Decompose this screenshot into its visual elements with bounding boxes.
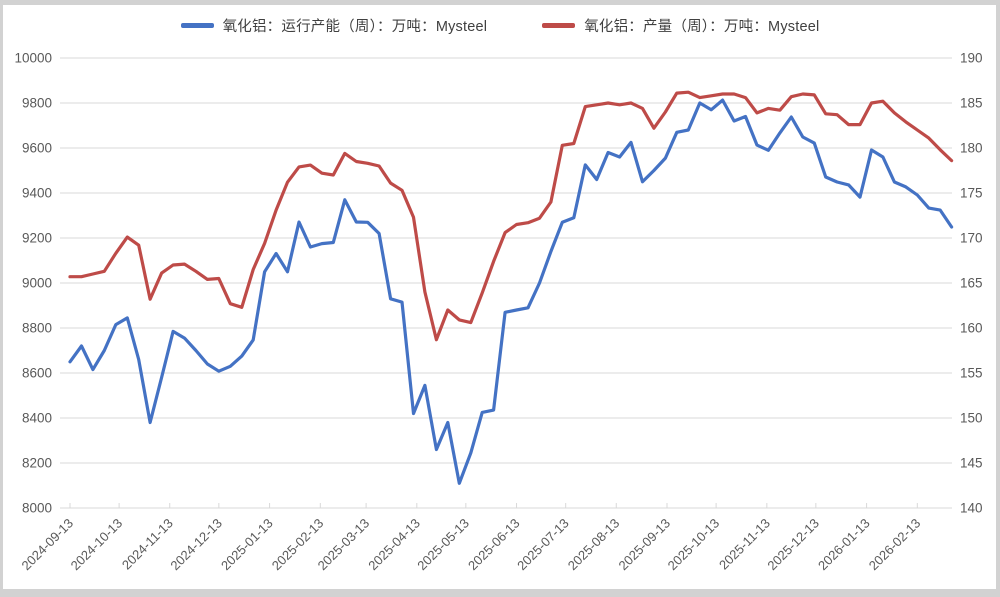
svg-text:2025-08-13: 2025-08-13 bbox=[565, 516, 623, 574]
svg-text:2025-07-13: 2025-07-13 bbox=[514, 516, 572, 574]
x-axis-labels: 2024-09-132024-10-132024-11-132024-12-13… bbox=[18, 516, 923, 574]
svg-text:170: 170 bbox=[960, 231, 983, 246]
svg-text:2025-06-13: 2025-06-13 bbox=[465, 516, 523, 574]
svg-text:9400: 9400 bbox=[22, 186, 52, 201]
svg-text:10000: 10000 bbox=[14, 51, 52, 66]
svg-text:8000: 8000 bbox=[22, 501, 52, 516]
svg-text:8200: 8200 bbox=[22, 456, 52, 471]
svg-text:8400: 8400 bbox=[22, 411, 52, 426]
svg-text:155: 155 bbox=[960, 366, 983, 381]
capacity-line bbox=[68, 98, 954, 485]
svg-text:185: 185 bbox=[960, 96, 983, 111]
svg-text:140: 140 bbox=[960, 501, 983, 516]
svg-text:2025-10-13: 2025-10-13 bbox=[665, 516, 723, 574]
svg-text:8600: 8600 bbox=[22, 366, 52, 381]
svg-text:150: 150 bbox=[960, 411, 983, 426]
legend-item-capacity: 氧化铝：运行产能（周）：万吨：Mysteel bbox=[180, 15, 488, 36]
legend-label-production: 氧化铝：产量（周）：万吨：Mysteel bbox=[584, 19, 820, 35]
svg-text:165: 165 bbox=[960, 276, 983, 291]
svg-text:175: 175 bbox=[960, 186, 983, 201]
svg-text:2025-04-13: 2025-04-13 bbox=[365, 516, 423, 574]
legend-item-production: 氧化铝：产量（周）：万吨：Mysteel bbox=[542, 15, 819, 36]
production-line-swatch bbox=[542, 23, 576, 28]
svg-text:2024-10-13: 2024-10-13 bbox=[68, 516, 126, 574]
right-axis-labels: 190 185 180 175 170 165 160 155 150 145 140 bbox=[960, 51, 983, 516]
svg-text:2024-11-13: 2024-11-13 bbox=[119, 516, 176, 573]
svg-text:2024-12-13: 2024-12-13 bbox=[167, 516, 225, 574]
svg-text:145: 145 bbox=[960, 456, 983, 471]
svg-text:190: 190 bbox=[960, 51, 983, 66]
svg-text:9200: 9200 bbox=[22, 231, 52, 246]
legend: 氧化铝：运行产能（周）：万吨：Mysteel 氧化铝：产量（周）：万吨：Myst… bbox=[0, 15, 1000, 36]
svg-text:160: 160 bbox=[960, 321, 983, 336]
legend-label-capacity: 氧化铝：运行产能（周）：万吨：Mysteel bbox=[222, 19, 488, 35]
capacity-line-swatch bbox=[180, 23, 214, 28]
svg-text:9600: 9600 bbox=[22, 141, 52, 156]
svg-text:2025-05-13: 2025-05-13 bbox=[414, 516, 472, 574]
svg-text:180: 180 bbox=[960, 141, 983, 156]
svg-text:9800: 9800 bbox=[22, 96, 52, 111]
svg-text:2026-01-13: 2026-01-13 bbox=[815, 516, 873, 574]
svg-text:8800: 8800 bbox=[22, 321, 52, 336]
svg-text:2024-09-13: 2024-09-13 bbox=[18, 516, 76, 574]
svg-text:9000: 9000 bbox=[22, 276, 52, 291]
production-line bbox=[68, 90, 954, 342]
left-axis-labels: 10000 9800 9600 9400 9200 9000 8800 8600 8400 820… bbox=[14, 51, 52, 516]
svg-text:2025-09-13: 2025-09-13 bbox=[615, 516, 673, 574]
gridlines bbox=[60, 57, 952, 509]
svg-text:2026-02-13: 2026-02-13 bbox=[866, 516, 924, 574]
svg-text:2025-01-13: 2025-01-13 bbox=[218, 516, 276, 574]
chart-canvas bbox=[3, 5, 996, 589]
svg-text:2025-12-13: 2025-12-13 bbox=[764, 516, 822, 574]
series-lines bbox=[68, 90, 954, 485]
